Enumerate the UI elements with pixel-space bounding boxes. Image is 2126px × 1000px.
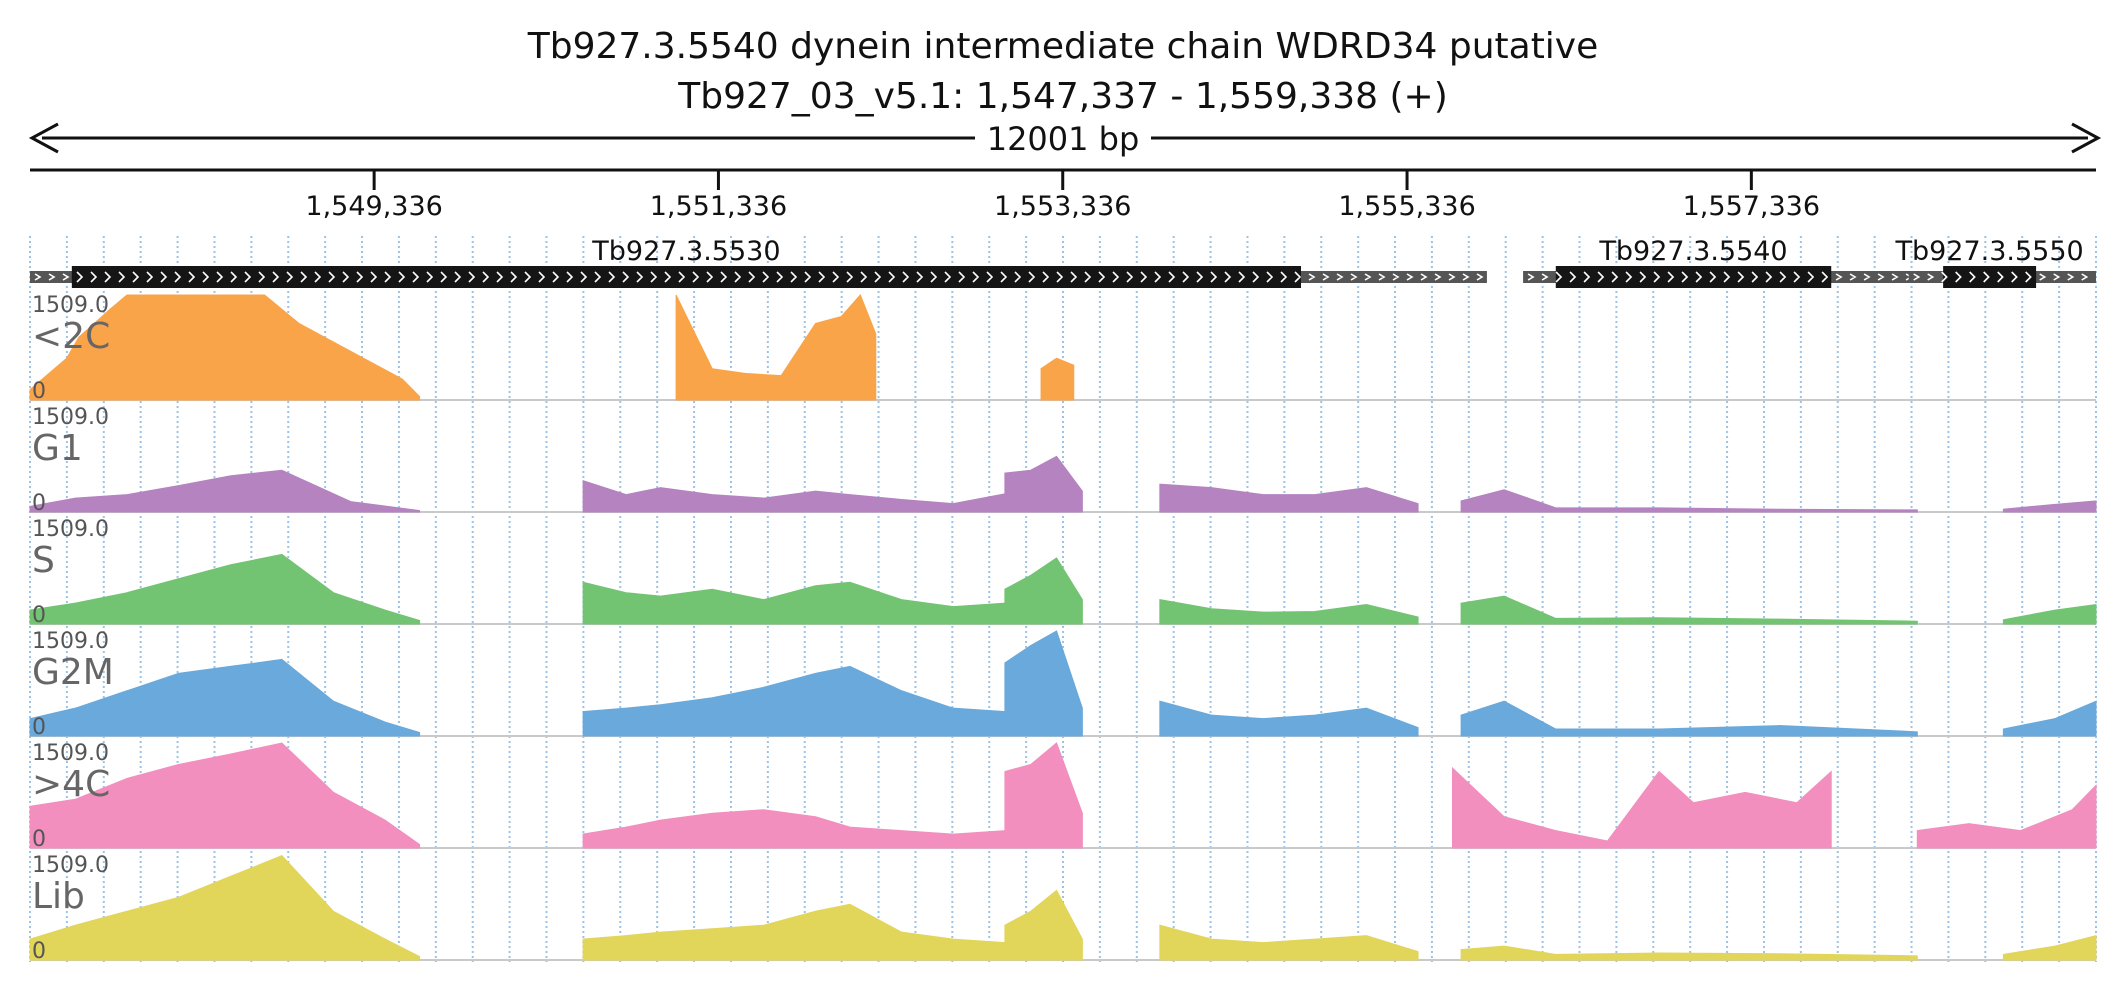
coverage-area xyxy=(29,469,421,513)
coverage-area xyxy=(29,294,421,401)
coverage-area xyxy=(29,742,421,849)
coverage-area xyxy=(29,658,421,737)
coverage-area xyxy=(1159,483,1419,513)
coverage-area xyxy=(2002,700,2097,737)
gene-label: Tb927.3.5530 xyxy=(591,236,780,267)
axis-tick-label: 1,553,336 xyxy=(994,191,1131,222)
gene-model: Tb927.3.5530 xyxy=(30,236,1487,288)
coverage-track: 1509.0>4C 0 xyxy=(29,741,2097,852)
gene-cds-bar xyxy=(71,266,1302,288)
coverage-area xyxy=(1004,889,1083,961)
track-name: <2C xyxy=(32,316,110,357)
locus-label: Tb927_03_v5.1: 1,547,337 - 1,559,338 (+) xyxy=(677,76,1448,117)
coverage-area xyxy=(1004,742,1083,849)
track-ymax-label: 1509.0 xyxy=(32,405,109,430)
track-name: S xyxy=(32,540,55,581)
axis-tick-label: 1,555,336 xyxy=(1338,191,1475,222)
coordinate-axis: 1,549,336 1,551,336 1,553,336 1,555,336 1,55… xyxy=(305,170,1820,222)
coverage-area xyxy=(1159,700,1419,737)
coverage-area xyxy=(1460,489,1918,513)
track-ymin-label: 0 xyxy=(32,379,46,404)
strand-arrows xyxy=(1913,271,2089,283)
coverage-area xyxy=(1460,595,1918,625)
coverage-area xyxy=(2002,500,2097,513)
coverage-area xyxy=(2002,603,2097,625)
track-name: >4C xyxy=(32,764,110,805)
track-ymin-label: 0 xyxy=(32,939,46,964)
span-length-label: 12001 bp xyxy=(987,120,1140,158)
axis-tick-label: 1,557,336 xyxy=(1683,191,1820,222)
coverage-area xyxy=(29,855,421,961)
gene-label: Tb927.3.5540 xyxy=(1598,236,1787,267)
track-name: G2M xyxy=(32,652,114,693)
coverage-track: 1509.0S 0 xyxy=(29,517,2097,628)
coverage-area xyxy=(29,553,421,625)
coverage-area xyxy=(1916,784,2097,849)
track-ymax-label: 1509.0 xyxy=(32,629,109,654)
track-ymax-label: 1509.0 xyxy=(32,741,109,766)
gene-label: Tb927.3.5550 xyxy=(1894,236,2083,267)
track-ymax-label: 1509.0 xyxy=(32,517,109,542)
track-name: Lib xyxy=(32,876,85,917)
track-ymin-label: 0 xyxy=(32,827,46,852)
coverage-area xyxy=(1040,357,1075,401)
track-name: G1 xyxy=(32,428,83,469)
track-ymax-label: 1509.0 xyxy=(32,293,109,318)
coverage-tracks: 1509.0<2C01509.0G101509.0S01509.0G2M0150… xyxy=(29,293,2097,964)
track-ymin-label: 0 xyxy=(32,491,46,516)
coverage-area xyxy=(1004,630,1083,737)
strand-arrows xyxy=(34,271,1484,283)
coverage-track: 1509.0G1 0 xyxy=(29,405,2097,516)
coverage-area xyxy=(1451,766,1832,849)
track-ymin-label: 0 xyxy=(32,603,46,628)
figure-title: Tb927.3.5540 dynein intermediate chain W… xyxy=(527,26,1599,67)
coverage-area xyxy=(1460,700,1918,737)
coverage-area xyxy=(1159,599,1419,625)
coverage-area xyxy=(2002,935,2097,961)
coverage-track: 1509.0<2C 0 xyxy=(29,293,2096,404)
coverage-area xyxy=(1159,924,1419,961)
coverage-area xyxy=(1004,455,1083,513)
gene-track: Tb927.3.5530 Tb927.3.5540 Tb927.3.5550 xyxy=(30,236,2096,288)
coverage-area xyxy=(1004,557,1083,625)
axis-tick-label: 1,549,336 xyxy=(305,191,442,222)
gene-model: Tb927.3.5550 xyxy=(1894,236,2096,288)
axis-tick-label: 1,551,336 xyxy=(650,191,787,222)
coverage-area xyxy=(675,294,877,401)
track-ymax-label: 1509.0 xyxy=(32,853,109,878)
gene-cds-bar xyxy=(1555,266,1832,288)
span-ruler: 12001 bp xyxy=(28,118,2102,158)
track-ymin-label: 0 xyxy=(32,715,46,740)
coverage-area xyxy=(1460,945,1918,961)
